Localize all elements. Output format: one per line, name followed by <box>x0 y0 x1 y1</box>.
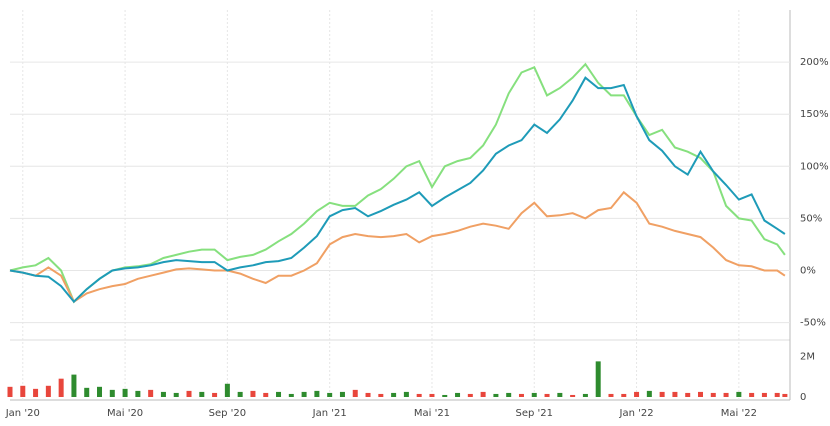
x-tick-label: Mai '22 <box>721 408 757 419</box>
volume-bar <box>621 393 627 397</box>
volume-bar <box>352 389 358 397</box>
x-tick-label: Jan '20 <box>5 408 40 419</box>
volume-bar <box>416 393 422 397</box>
volume-bar <box>237 391 243 397</box>
volume-bar <box>391 392 397 397</box>
volume-bar <box>186 390 192 397</box>
volume-tick-label: 0 <box>800 392 806 403</box>
x-tick-label: Mai '20 <box>107 408 143 419</box>
x-tick-label: Jan '21 <box>312 408 347 419</box>
volume-bar <box>301 391 307 397</box>
volume-bar <box>531 392 537 397</box>
volume-bar <box>723 392 729 397</box>
price-line <box>9 190 786 304</box>
y-tick-label: -50% <box>800 318 826 329</box>
price-line <box>9 62 786 304</box>
volume-bar <box>595 361 601 397</box>
volume-bar <box>403 391 409 397</box>
x-tick-label: Sep '20 <box>209 408 247 419</box>
volume-bar <box>774 392 780 397</box>
volume-tick-label: 2M <box>800 351 815 362</box>
volume-bar <box>148 389 154 397</box>
volume-bar <box>212 392 218 397</box>
y-tick-label: 0% <box>800 265 816 276</box>
volume-bar <box>455 392 461 397</box>
volume-bar <box>570 394 576 397</box>
volume-bar <box>493 393 499 397</box>
volume-bar <box>276 391 282 397</box>
volume-bar <box>697 391 703 397</box>
volume-bar <box>33 388 39 397</box>
volume-bar <box>557 392 563 397</box>
volume-bar <box>250 390 256 397</box>
volume-bar <box>84 387 90 397</box>
y-tick-label: 100% <box>800 161 829 172</box>
volume-bar <box>97 386 103 397</box>
x-tick-label: Jan '22 <box>619 408 654 419</box>
volume-bar <box>263 392 269 397</box>
volume-bar <box>365 392 371 397</box>
volume-bar <box>749 392 755 397</box>
volume-bar <box>646 390 652 397</box>
y-tick-label: 50% <box>800 213 822 224</box>
volume-bar <box>135 390 141 397</box>
volume-bar <box>173 392 179 397</box>
volume-bar <box>327 392 333 397</box>
volume-bar <box>761 392 767 397</box>
volume-bar <box>710 392 716 397</box>
volume-bar <box>544 393 550 397</box>
volume-bar <box>429 393 435 397</box>
volume-bar <box>736 391 742 397</box>
volume-bar <box>480 391 486 397</box>
volume-bar <box>20 385 26 397</box>
volume-bar <box>160 391 166 397</box>
volume-bar <box>506 392 512 397</box>
volume-bar <box>58 378 64 397</box>
x-tick-label: Sep '21 <box>516 408 554 419</box>
volume-bar <box>224 383 230 397</box>
volume-bar <box>608 393 614 397</box>
volume-bar <box>442 394 448 397</box>
volume-bar <box>782 393 788 397</box>
volume-bar <box>109 389 115 397</box>
price-line <box>9 76 786 304</box>
volume-bar <box>467 393 473 397</box>
volume-bar <box>582 393 588 397</box>
volume-bar <box>378 393 384 397</box>
volume-bar <box>288 393 294 397</box>
y-tick-label: 200% <box>800 57 829 68</box>
volume-bar <box>672 391 678 397</box>
x-tick-label: Mai '21 <box>414 408 450 419</box>
volume-bar <box>659 391 665 397</box>
volume-bar <box>518 393 524 397</box>
volume-bar <box>685 392 691 397</box>
volume-bar <box>71 374 77 397</box>
volume-bar <box>339 391 345 397</box>
volume-bar <box>199 391 205 397</box>
volume-bar <box>122 388 128 397</box>
volume-bar <box>45 385 51 397</box>
volume-bar <box>314 390 320 397</box>
volume-bar <box>634 391 640 397</box>
y-tick-label: 150% <box>800 109 829 120</box>
volume-bar <box>7 386 13 397</box>
